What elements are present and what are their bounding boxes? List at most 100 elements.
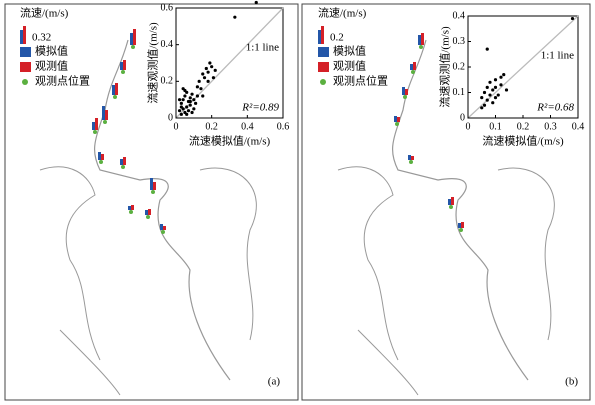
obs-point <box>419 45 423 49</box>
panel-label: (b) <box>565 376 578 388</box>
legend-title: 流速/(m/s) <box>20 6 69 20</box>
obs-point <box>411 70 415 74</box>
glyph-obs <box>421 33 424 45</box>
legend-label: 观测点位置 <box>35 74 90 88</box>
point <box>496 93 500 97</box>
legend-swatch <box>320 79 326 85</box>
coast-outline <box>39 166 257 396</box>
y-tick-label: 0.3 <box>453 36 466 47</box>
legend-swatch <box>20 47 31 57</box>
point <box>482 103 487 107</box>
glyph-sim <box>120 62 123 70</box>
obs-point <box>99 160 103 164</box>
x-tick-label: 0.2 <box>517 121 530 132</box>
legend-swatch <box>22 79 28 85</box>
legend-glyph <box>318 30 321 44</box>
obs-point <box>409 160 413 164</box>
obs-point <box>121 70 125 74</box>
x-tick-label: 0 <box>466 121 471 132</box>
glyph-sim <box>92 122 95 130</box>
glyph-sim <box>448 199 451 205</box>
x-tick-label: 0.2 <box>205 121 218 132</box>
y-tick-label: 0 <box>168 112 173 123</box>
point <box>179 101 183 105</box>
point <box>190 92 194 96</box>
point <box>179 112 183 116</box>
glyph-sim <box>130 33 133 45</box>
point <box>181 98 185 102</box>
point <box>195 94 199 98</box>
y-axis-label: 流速观测值/(m/s) <box>146 22 160 104</box>
point <box>485 85 489 89</box>
point <box>570 16 575 21</box>
glyph-sim <box>394 116 397 122</box>
point <box>177 98 182 102</box>
point <box>485 98 489 102</box>
point <box>206 79 210 83</box>
glyph-obs <box>397 117 400 122</box>
point <box>201 94 205 98</box>
y-tick-label: 0.2 <box>453 61 466 72</box>
point <box>208 61 212 65</box>
river-outline <box>94 39 231 381</box>
legend-label: 模拟值 <box>333 44 366 58</box>
legend-glyph <box>23 26 26 44</box>
glyph-sim <box>408 155 411 160</box>
point <box>199 87 203 91</box>
glyph-obs <box>133 29 136 45</box>
glyph-sim <box>98 152 101 160</box>
point <box>204 66 208 71</box>
glyph-sim <box>145 210 148 215</box>
point <box>491 88 495 92</box>
point <box>480 96 484 100</box>
glyph-obs <box>153 182 156 190</box>
y-axis-label: 流速观测值/(m/s) <box>438 26 452 108</box>
glyph-sim <box>120 159 123 165</box>
legend-scale: 0.32 <box>32 32 51 44</box>
y-tick-label: 0 <box>460 112 465 123</box>
point <box>192 107 196 111</box>
y-tick-label: 0.2 <box>161 76 174 87</box>
obs-point <box>121 165 125 169</box>
obs-point <box>449 205 453 209</box>
obs-point <box>403 95 407 99</box>
point <box>195 85 199 89</box>
point <box>213 68 217 72</box>
obs-point <box>131 45 135 49</box>
point <box>482 90 487 95</box>
point <box>499 75 503 79</box>
x-tick-label: 0.6 <box>277 121 290 132</box>
point <box>177 109 182 113</box>
point <box>206 70 210 74</box>
obs-point <box>93 130 97 134</box>
x-axis-label: 流速模拟值/(m/s) <box>482 134 564 148</box>
panel-frame <box>4 3 299 401</box>
point <box>493 85 498 89</box>
obs-point <box>146 215 150 219</box>
x-tick-label: 0.1 <box>489 121 502 132</box>
point <box>188 96 192 100</box>
glyph-obs <box>461 222 464 228</box>
point <box>493 78 498 82</box>
glyph-sim <box>112 85 115 95</box>
point <box>504 88 509 92</box>
obs-point <box>161 230 165 234</box>
y-tick-label: 0.4 <box>161 39 174 50</box>
point <box>480 106 484 110</box>
panel-frame <box>301 3 591 401</box>
legend-swatch <box>318 47 329 57</box>
point <box>233 15 237 19</box>
legend-glyph <box>321 26 324 44</box>
glyph-sim <box>128 206 131 210</box>
coast-outline <box>337 166 555 396</box>
point <box>493 96 498 100</box>
glyph-sim <box>160 224 163 230</box>
glyph-sim <box>418 35 421 45</box>
glyph-obs <box>405 89 408 95</box>
glyph-sim <box>102 106 105 120</box>
point <box>211 76 216 80</box>
glyph-obs <box>163 226 166 230</box>
point <box>194 101 198 105</box>
y-tick-label: 0.1 <box>453 87 466 98</box>
